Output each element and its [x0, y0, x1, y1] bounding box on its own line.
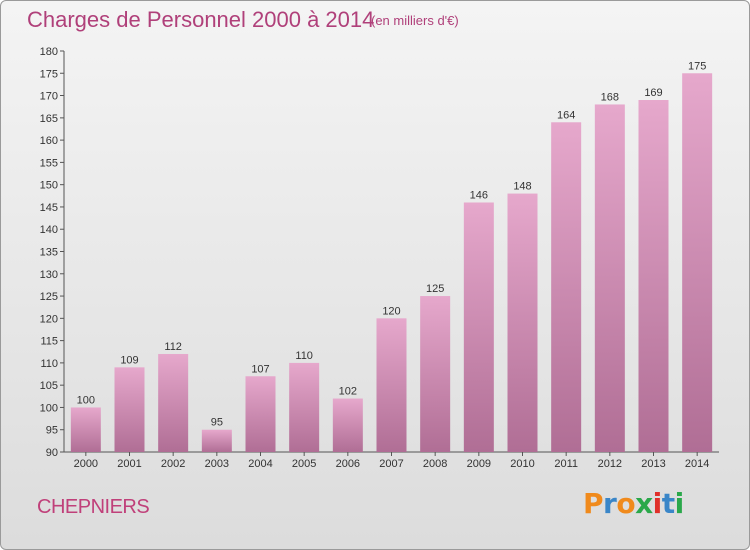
bar-2004 [245, 376, 276, 452]
y-tick-label: 105 [40, 380, 58, 392]
data-label-2005: 110 [295, 350, 313, 362]
data-label-2013: 169 [644, 87, 662, 99]
data-label-2006: 102 [339, 386, 357, 398]
y-tick-label: 115 [40, 336, 58, 348]
logo-letter: i [652, 487, 663, 520]
x-tick-label-2002: 2002 [161, 458, 185, 470]
x-tick-label-2009: 2009 [467, 458, 491, 470]
y-tick-label: 170 [40, 91, 58, 103]
y-tick-label: 180 [40, 46, 58, 58]
bar-2001 [114, 367, 145, 452]
proxiti-logo: Proxiti [583, 487, 684, 520]
y-tick-label: 145 [40, 202, 58, 214]
x-tick-label-2003: 2003 [205, 458, 229, 470]
x-tick-label-2007: 2007 [379, 458, 403, 470]
y-tick-label: 110 [40, 358, 58, 370]
x-tick-label-2001: 2001 [117, 458, 141, 470]
bar-2010 [507, 193, 538, 453]
bar-2005 [289, 362, 320, 452]
chart-subtitle: (en milliers d'€) [371, 13, 459, 28]
bar-2007 [376, 318, 407, 452]
bar-2006 [332, 398, 363, 452]
logo-letter: i [674, 487, 685, 520]
data-label-2002: 112 [164, 341, 182, 353]
bar-2000 [70, 407, 101, 452]
data-label-2014: 175 [688, 60, 706, 72]
x-tick-label-2005: 2005 [292, 458, 316, 470]
x-tick-label-2014: 2014 [685, 458, 709, 470]
data-label-2001: 109 [120, 354, 138, 366]
y-tick-label: 155 [40, 157, 58, 169]
bar-2003 [201, 429, 232, 452]
y-tick-label: 120 [40, 313, 58, 325]
data-label-2000: 100 [77, 394, 95, 406]
data-label-2011: 164 [557, 109, 575, 121]
x-tick-label-2000: 2000 [74, 458, 98, 470]
bar-2011 [551, 122, 582, 453]
chart-title: Charges de Personnel 2000 à 2014 [27, 7, 375, 32]
y-tick-label: 90 [46, 447, 58, 459]
logo-letter: x [635, 487, 653, 520]
x-tick-label-2013: 2013 [641, 458, 665, 470]
logo-letter: r [603, 487, 617, 520]
data-label-2004: 107 [251, 363, 269, 375]
logo-letter: o [616, 487, 636, 520]
x-tick-label-2011: 2011 [554, 458, 578, 470]
y-tick-label: 150 [40, 180, 58, 192]
x-tick-label-2010: 2010 [510, 458, 534, 470]
data-label-2003: 95 [211, 417, 223, 429]
y-tick-label: 130 [40, 269, 58, 281]
x-tick-label-2006: 2006 [336, 458, 360, 470]
commune-name: CHEPNIERS [37, 496, 150, 518]
y-tick-label: 100 [40, 402, 58, 414]
y-tick-label: 125 [40, 291, 58, 303]
data-label-2009: 146 [470, 189, 488, 201]
y-tick-label: 140 [40, 224, 58, 236]
bar-2002 [158, 353, 189, 452]
logo-letter: P [583, 487, 604, 520]
x-tick-label-2008: 2008 [423, 458, 447, 470]
y-tick-label: 165 [40, 113, 58, 125]
logo-letter: t [661, 487, 675, 520]
data-label-2012: 168 [601, 91, 619, 103]
x-tick-label-2004: 2004 [248, 458, 272, 470]
data-label-2007: 120 [382, 305, 400, 317]
y-tick-label: 135 [40, 247, 58, 259]
bar-2012 [594, 104, 625, 452]
data-label-2010: 148 [513, 181, 531, 193]
y-tick-label: 95 [46, 425, 58, 437]
bar-2009 [463, 202, 494, 452]
y-tick-label: 160 [40, 135, 58, 147]
y-tick-label: 175 [40, 68, 58, 80]
bar-2008 [420, 296, 451, 452]
bar-2014 [682, 73, 713, 453]
bar-2013 [638, 100, 669, 452]
x-tick-label-2012: 2012 [598, 458, 622, 470]
data-label-2008: 125 [426, 283, 444, 295]
